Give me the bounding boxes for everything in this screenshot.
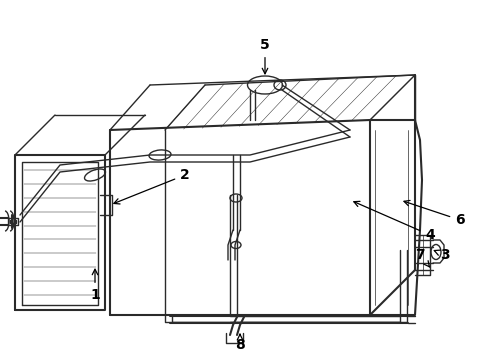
Text: 2: 2 (114, 168, 190, 204)
Text: 8: 8 (235, 334, 245, 352)
Text: 3: 3 (434, 248, 450, 262)
Text: 6: 6 (404, 201, 465, 227)
Text: 5: 5 (260, 38, 270, 74)
Text: 7: 7 (415, 248, 430, 267)
Text: 1: 1 (90, 269, 100, 302)
Text: 4: 4 (354, 201, 435, 242)
